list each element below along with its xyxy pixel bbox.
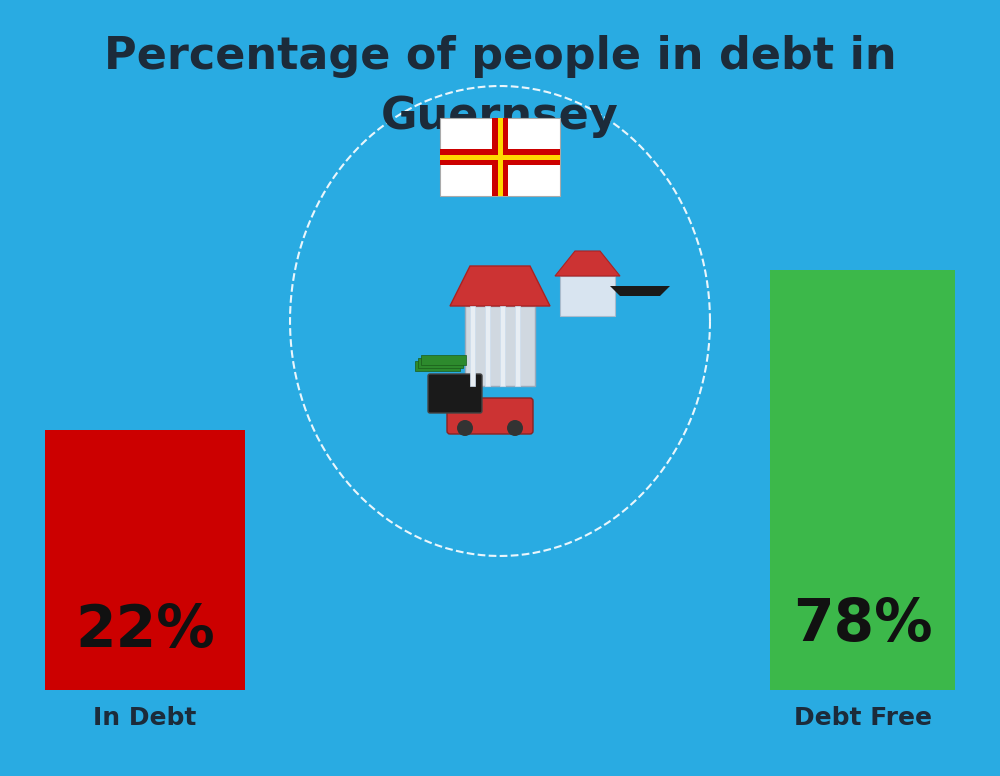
Bar xyxy=(492,118,508,196)
Polygon shape xyxy=(610,286,670,296)
Bar xyxy=(415,361,460,371)
Text: In Debt: In Debt xyxy=(93,706,197,730)
Bar xyxy=(770,270,955,690)
Text: 78%: 78% xyxy=(793,597,932,653)
Bar xyxy=(465,306,535,386)
Bar xyxy=(560,276,615,316)
Bar xyxy=(515,306,520,386)
FancyBboxPatch shape xyxy=(447,398,533,434)
Text: Guernsey: Guernsey xyxy=(381,95,619,137)
Bar xyxy=(500,306,505,386)
Circle shape xyxy=(457,420,473,436)
Bar xyxy=(498,118,503,196)
Bar xyxy=(440,154,560,160)
Text: Percentage of people in debt in: Percentage of people in debt in xyxy=(104,34,896,78)
Polygon shape xyxy=(555,251,620,276)
Bar xyxy=(421,355,466,365)
Circle shape xyxy=(507,420,523,436)
Bar xyxy=(440,118,560,196)
Bar xyxy=(470,306,475,386)
Text: Debt Free: Debt Free xyxy=(794,706,932,730)
FancyBboxPatch shape xyxy=(428,374,482,413)
Bar xyxy=(418,358,463,368)
Bar xyxy=(485,306,490,386)
Bar xyxy=(45,430,245,690)
Polygon shape xyxy=(450,266,550,306)
Bar xyxy=(440,149,560,165)
Text: 22%: 22% xyxy=(75,601,215,659)
